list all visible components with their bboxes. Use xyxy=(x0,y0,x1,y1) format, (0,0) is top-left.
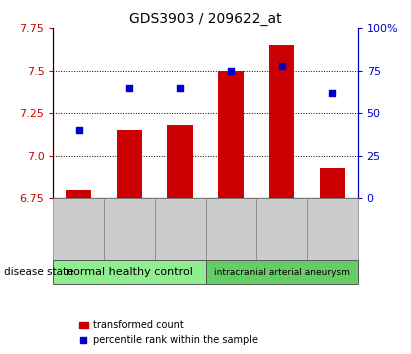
Text: disease state: disease state xyxy=(4,267,74,277)
Bar xyxy=(117,130,142,354)
Point xyxy=(228,68,234,74)
Bar xyxy=(66,190,91,354)
Bar xyxy=(319,168,345,354)
Bar xyxy=(218,71,243,354)
Point xyxy=(177,85,183,91)
Bar xyxy=(168,125,193,354)
Text: intracranial arterial aneurysm: intracranial arterial aneurysm xyxy=(214,268,349,277)
Point xyxy=(278,63,285,69)
Point xyxy=(329,90,335,96)
Bar xyxy=(269,45,294,354)
Point xyxy=(126,85,133,91)
Text: normal healthy control: normal healthy control xyxy=(66,267,193,277)
Legend: transformed count, percentile rank within the sample: transformed count, percentile rank withi… xyxy=(75,316,262,349)
Point xyxy=(76,127,82,133)
Title: GDS3903 / 209622_at: GDS3903 / 209622_at xyxy=(129,12,282,26)
